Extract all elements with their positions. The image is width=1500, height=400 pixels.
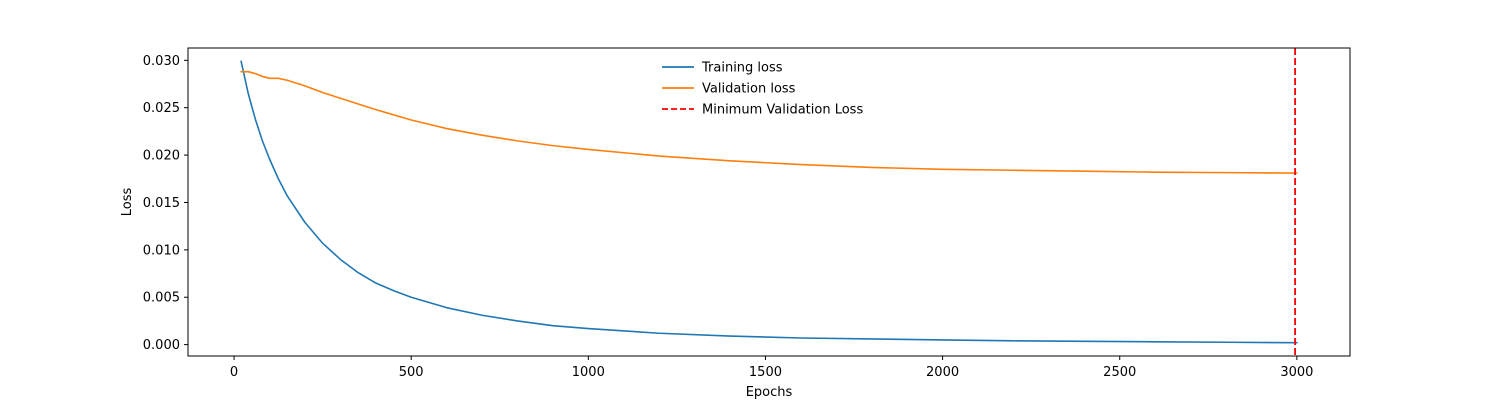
x-axis-title: Epochs <box>746 385 793 400</box>
y-axis: 0.000 0.005 0.010 0.015 0.020 0.025 0.030 <box>143 54 188 353</box>
y-tick-label: 0.025 <box>143 101 180 116</box>
y-tick-label: 0.010 <box>143 243 180 258</box>
legend-label-training-loss: Training loss <box>701 61 783 76</box>
y-tick-label: 0.020 <box>143 149 180 164</box>
series-line-validation-loss <box>240 70 1298 174</box>
legend-label-validation-loss: Validation loss <box>702 82 796 97</box>
legend-label-min-validation-loss: Minimum Validation Loss <box>702 103 863 118</box>
x-tick-label: 2000 <box>926 365 959 380</box>
x-tick-label: 1500 <box>749 365 782 380</box>
y-tick-label: 0.000 <box>143 338 180 353</box>
series-layer <box>240 48 1298 356</box>
y-axis-title: Loss <box>120 188 135 217</box>
x-tick-label: 3000 <box>1280 365 1313 380</box>
y-tick-label: 0.015 <box>143 196 180 211</box>
x-tick-label: 500 <box>399 365 424 380</box>
x-tick-label: 1000 <box>572 365 605 380</box>
y-tick-label: 0.005 <box>143 291 180 306</box>
x-tick-label: 0 <box>230 365 238 380</box>
legend: Training loss Validation loss Minimum Vali… <box>662 61 863 118</box>
series-line-training-loss <box>240 60 1298 344</box>
y-tick-label: 0.030 <box>143 54 180 69</box>
x-tick-label: 2500 <box>1103 365 1136 380</box>
x-axis: 0 500 1000 1500 2000 2500 3000 <box>230 356 1313 380</box>
